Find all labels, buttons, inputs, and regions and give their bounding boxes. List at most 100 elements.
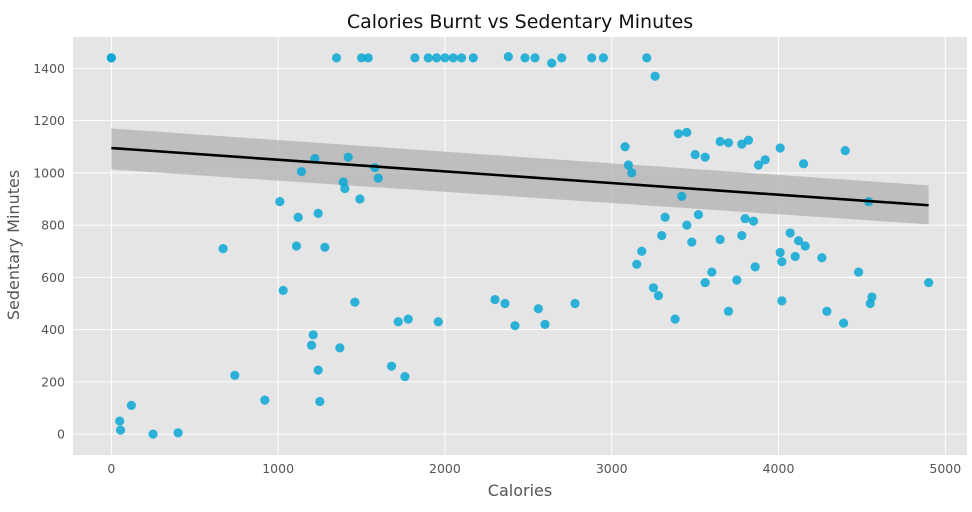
plot-panel — [73, 37, 967, 455]
data-point — [924, 277, 934, 288]
data-point — [637, 246, 647, 256]
regression-line-group — [111, 146, 929, 207]
y-axis-label: Sedentary Minutes — [4, 170, 23, 320]
data-point — [660, 212, 670, 222]
y-tick-label: 1400 — [33, 61, 65, 76]
data-point — [500, 298, 510, 309]
x-axis-label: Calories — [488, 481, 552, 500]
data-point — [310, 153, 320, 164]
data-point — [853, 267, 864, 277]
data-point — [218, 244, 228, 254]
data-point — [533, 304, 543, 314]
data-point — [732, 275, 742, 285]
data-point — [410, 53, 420, 63]
data-point — [557, 53, 567, 63]
data-point — [775, 247, 785, 258]
data-point — [670, 314, 680, 324]
data-point — [840, 146, 850, 156]
data-point — [393, 317, 403, 327]
data-point — [503, 51, 513, 62]
y-tick-label: 1200 — [33, 113, 65, 128]
data-point — [432, 53, 442, 63]
data-point — [785, 228, 795, 238]
data-point — [343, 152, 353, 162]
data-point — [800, 241, 810, 251]
data-point — [423, 53, 433, 63]
data-point — [296, 166, 307, 177]
y-tick-label: 800 — [41, 218, 65, 233]
x-tick-label: 5000 — [929, 461, 961, 476]
data-point — [743, 135, 754, 145]
data-point — [320, 242, 330, 252]
data-point — [777, 296, 787, 306]
regression-line — [111, 146, 929, 207]
data-point — [260, 395, 270, 405]
data-point — [433, 317, 443, 327]
data-point — [313, 365, 323, 375]
data-point — [306, 340, 317, 350]
data-point — [693, 210, 704, 220]
data-point — [350, 297, 360, 307]
data-point — [400, 372, 410, 382]
y-tick-labels: 0 200 400 600 800 1000 1200 1400 — [33, 61, 65, 442]
data-point — [340, 183, 350, 194]
data-point — [793, 236, 804, 246]
data-point — [723, 138, 734, 148]
data-point — [530, 53, 540, 63]
data-point — [653, 291, 664, 301]
data-point — [598, 53, 608, 63]
data-point — [715, 136, 725, 147]
y-tick-label: 1000 — [33, 165, 65, 180]
data-point — [632, 259, 642, 269]
data-point — [440, 53, 450, 63]
data-point — [356, 53, 367, 63]
data-point — [335, 343, 345, 353]
data-point — [313, 208, 323, 218]
data-point — [355, 194, 365, 204]
data-point — [106, 53, 116, 63]
y-tick-label: 0 — [57, 427, 65, 442]
data-point — [790, 251, 800, 262]
y-tick-label: 200 — [41, 374, 65, 389]
data-point — [278, 285, 288, 296]
data-point — [363, 53, 373, 63]
data-point — [173, 428, 183, 438]
x-tick-label: 0 — [107, 461, 115, 476]
data-point — [760, 155, 770, 165]
data-point — [715, 234, 725, 245]
data-point — [457, 53, 467, 63]
data-point — [520, 53, 530, 63]
data-point — [700, 277, 710, 288]
data-point — [331, 53, 342, 63]
data-point — [115, 416, 125, 426]
data-point — [570, 298, 580, 309]
data-point — [657, 230, 667, 241]
data-point — [648, 283, 659, 293]
data-point — [687, 237, 697, 247]
data-point — [737, 230, 747, 241]
data-point — [620, 142, 630, 152]
data-point — [293, 212, 303, 222]
x-tick-label: 3000 — [596, 461, 628, 476]
data-point — [822, 306, 832, 316]
data-point — [723, 306, 734, 316]
data-point — [838, 318, 849, 328]
data-point — [748, 216, 759, 226]
data-point — [682, 220, 692, 230]
data-point — [547, 58, 557, 68]
data-point — [623, 160, 634, 170]
data-point — [750, 262, 760, 272]
data-point — [677, 191, 687, 201]
data-point — [753, 160, 764, 170]
data-point — [308, 330, 318, 340]
data-point — [817, 253, 827, 263]
data-point — [386, 361, 397, 371]
x-tick-label: 2000 — [429, 461, 461, 476]
data-point — [777, 257, 787, 267]
chart-title: Calories Burnt vs Sedentary Minutes — [347, 11, 693, 33]
data-point — [867, 292, 877, 302]
data-point — [115, 425, 126, 435]
data-point — [510, 321, 520, 331]
data-point — [490, 294, 500, 305]
